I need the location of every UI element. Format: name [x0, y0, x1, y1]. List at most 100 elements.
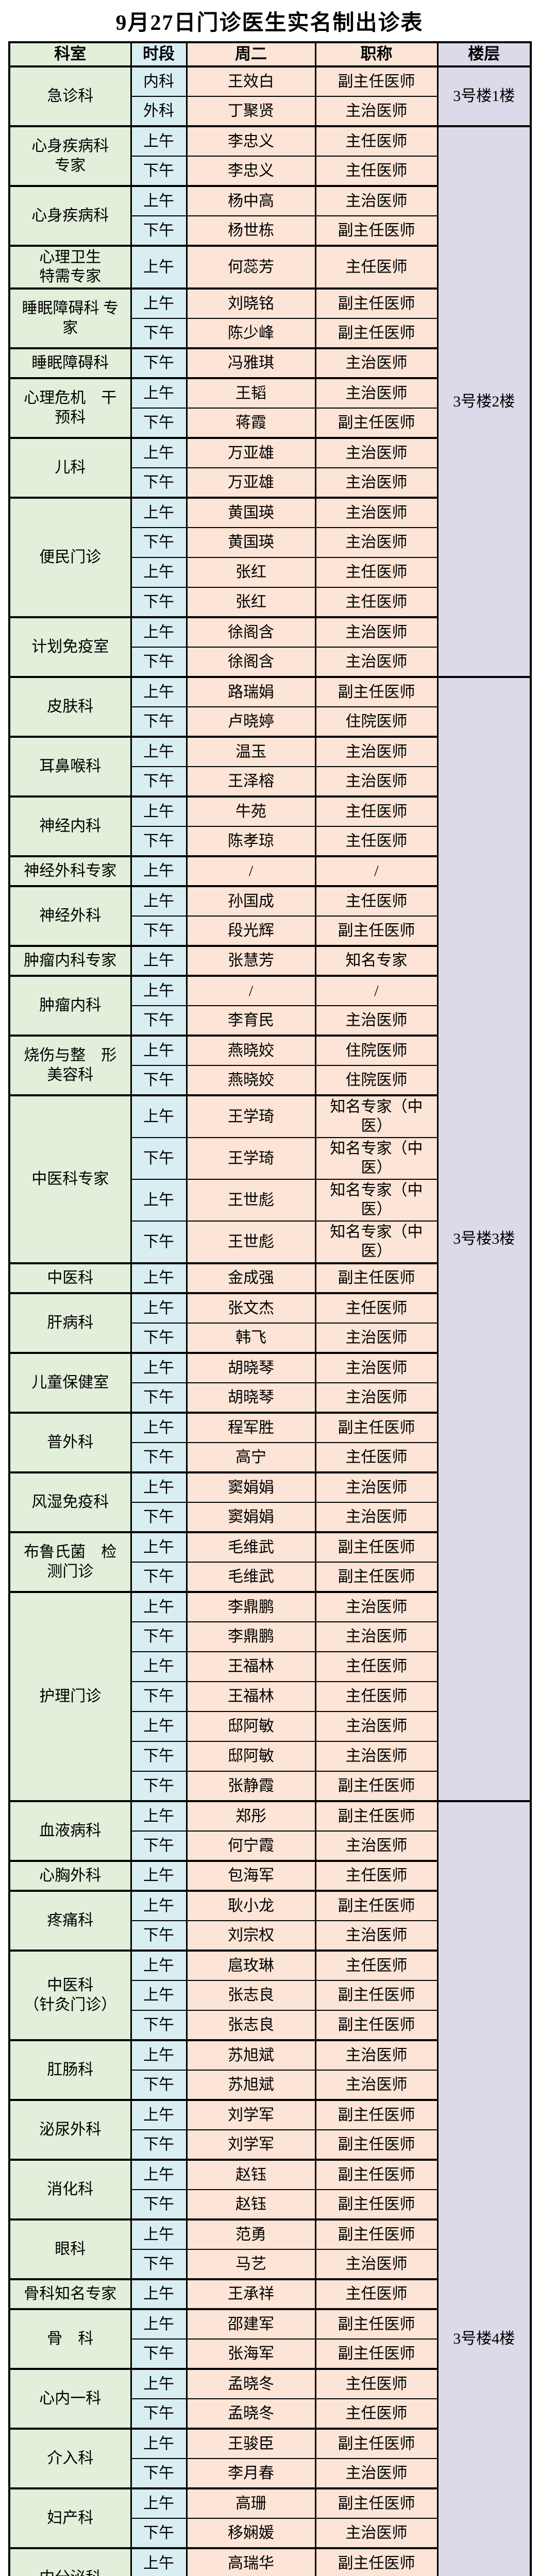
doctor-name-cell: 黄国瑛: [186, 496, 316, 528]
doctor-name-cell: 徐阁含: [186, 616, 316, 648]
doctor-name-cell: 万亚雄: [186, 436, 316, 468]
time-slot-cell: 下午: [130, 215, 188, 246]
department-cell: 心理危机 干 预科: [8, 377, 132, 438]
schedule-row: 内分泌科上午高瑞华副主任医师: [8, 2547, 531, 2576]
job-title-cell: 主治医师: [314, 1590, 439, 1622]
time-slot-cell: 下午: [130, 2248, 188, 2280]
doctor-name-cell: 丁聚贤: [186, 95, 316, 127]
schedule-row: 介入科 上午 王骏臣 副主任医师: [8, 2427, 531, 2489]
time-slot-cell: 下午: [130, 527, 188, 558]
doctor-name-cell: /: [186, 855, 316, 887]
time-slot-cell: 下午: [130, 1442, 188, 1473]
job-title-cell: 主治医师: [314, 1740, 439, 1772]
schedule-row: 下午 邸阿敏 主治医师: [9, 1740, 531, 1772]
department-cell: 血液病科: [8, 1800, 132, 1861]
time-slot-cell: 下午: [130, 155, 188, 187]
schedule-row: 肝病科 上午 张文杰 主任医师: [8, 1292, 531, 1353]
job-title-cell: 主治医师: [314, 1005, 439, 1036]
schedule-row: 下午 陈孝琼 主任医师: [9, 825, 531, 857]
doctor-name-cell: 何蕊芳: [186, 244, 316, 289]
department-cell: 妇产科: [8, 2487, 132, 2549]
schedule-row: 泌尿外科 上午 刘学军 副主任医师: [8, 2098, 531, 2160]
job-title-cell: 主治医师: [314, 2458, 439, 2489]
doctor-name-cell: 张红: [186, 586, 316, 618]
doctor-name-cell: 李鼎鹏: [186, 1621, 316, 1652]
time-slot-cell: 上午: [130, 1292, 188, 1324]
doctor-name-cell: 移娴媛: [186, 2517, 316, 2549]
schedule-row: 下午 何宁霞 主治医师: [9, 1830, 531, 1861]
doctor-name-cell: 赵钰: [186, 2158, 316, 2190]
job-title-cell: 副主任医师: [314, 915, 439, 946]
time-slot-cell: 下午: [130, 2189, 188, 2220]
job-title-cell: 主任医师: [314, 885, 439, 917]
time-slot-cell: 上午: [130, 1590, 188, 1622]
time-slot-cell: 下午: [130, 317, 188, 349]
doctor-name-cell: 王世彪: [186, 1178, 316, 1222]
schedule-row: 心内一科 上午 孟晓冬 主任医师: [8, 2367, 531, 2429]
department-cell: 便民门诊: [8, 496, 132, 618]
schedule-row: 下午 燕晓姣 住院医师: [9, 1064, 531, 1096]
doctor-name-cell: 邵建军: [186, 2308, 316, 2340]
schedule-row: 上午 邸阿敏 主治医师: [9, 1710, 531, 1742]
time-slot-cell: 下午: [130, 1920, 188, 1951]
floor-cell: 3号楼1楼: [436, 65, 532, 127]
doctor-name-cell: 耿小龙: [186, 1889, 316, 1921]
doctor-name-cell: 张慧芳: [186, 944, 316, 976]
department-cell: 骨科知名专家: [8, 2278, 132, 2310]
department-cell: 心身疾病科: [8, 184, 132, 246]
doctor-name-cell: /: [186, 974, 316, 1006]
job-title-cell: 副主任医师: [314, 1531, 439, 1563]
schedule-row: 下午 段光辉 副主任医师: [9, 915, 531, 946]
doctor-name-cell: 王福林: [186, 1681, 316, 1712]
schedule-row: 下午 李育民 主治医师: [9, 1005, 531, 1036]
job-title-cell: 主治医师: [314, 766, 439, 797]
job-title-cell: 主治医师: [314, 735, 439, 767]
schedule-row: 普外科 上午 程军胜 副主任医师: [8, 1411, 531, 1473]
time-slot-cell: 上午: [130, 855, 188, 887]
job-title-cell: 知名专家: [314, 944, 439, 976]
schedule-row: 中医科 上午 金成强 副主任医师: [8, 1262, 531, 1294]
schedule-row: 下午 卢晓婷 住院医师: [9, 706, 531, 737]
job-title-cell: 主任医师: [314, 1442, 439, 1473]
doctor-name-cell: 孟晓冬: [186, 2367, 316, 2399]
time-slot-cell: 上午: [130, 1889, 188, 1921]
schedule-row: 下午 赵钰 副主任医师: [9, 2189, 531, 2220]
time-slot-cell: 上午: [130, 1710, 188, 1742]
schedule-row: 下午 李鼎鹏 主治医师: [9, 1621, 531, 1652]
schedule-row: 下午 高宁 主任医师: [9, 1442, 531, 1473]
time-slot-cell: 上午: [130, 1979, 188, 2011]
job-title-cell: 副主任医师: [314, 65, 439, 97]
doctor-name-cell: 高瑞华: [186, 2547, 316, 2576]
schedule-row: 眼科 上午 范勇 副主任医师: [8, 2218, 531, 2280]
time-slot-cell: 上午: [130, 1351, 188, 1383]
department-cell: 烧伤与整 形 美容科: [8, 1034, 132, 1096]
department-cell: 骨 科: [8, 2308, 132, 2369]
job-title-cell: 知名专家（中医）: [314, 1137, 439, 1180]
doctor-name-cell: 赵钰: [186, 2189, 316, 2220]
doctor-name-cell: 胡晓琴: [186, 1351, 316, 1383]
time-slot-cell: 上午: [130, 944, 188, 976]
time-slot-cell: 下午: [130, 825, 188, 857]
job-title-cell: 副主任医师: [314, 2487, 439, 2519]
time-slot-cell: 下午: [130, 1561, 188, 1592]
job-title-cell: 副主任医师: [314, 407, 439, 438]
job-title-cell: 主治医师: [314, 184, 439, 216]
department-cell: 肿瘤内科专家: [8, 944, 132, 976]
schedule-row: 下午 苏旭斌 主治医师: [9, 2069, 531, 2100]
time-slot-cell: 上午: [130, 1859, 188, 1891]
doctor-name-cell: 牛苑: [186, 795, 316, 827]
doctor-name-cell: 毛维武: [186, 1531, 316, 1563]
schedule-row: 睡眠障碍科 下午 冯雅琪 主治医师: [8, 347, 531, 379]
job-title-cell: 主治医师: [314, 496, 439, 528]
schedule-row: 消化科 上午 赵钰 副主任医师: [8, 2158, 531, 2220]
job-title-cell: 副主任医师: [314, 317, 439, 349]
schedule-table: 科室 时段 周二 职称 楼层 急诊科 内科 王效白 副主任医师 3号楼1楼 外科 丁聚贤 主治…: [8, 41, 532, 2576]
department-cell: 儿科: [8, 436, 132, 498]
time-slot-cell: 上午: [130, 2427, 188, 2459]
job-title-cell: 住院医师: [314, 1064, 439, 1096]
time-slot-cell: 下午: [130, 2458, 188, 2489]
doctor-name-cell: 路瑞娟: [186, 675, 316, 707]
department-cell: 神经外科专家: [8, 855, 132, 887]
job-title-cell: 主治医师: [314, 2248, 439, 2280]
doctor-name-cell: 杨中高: [186, 184, 316, 216]
